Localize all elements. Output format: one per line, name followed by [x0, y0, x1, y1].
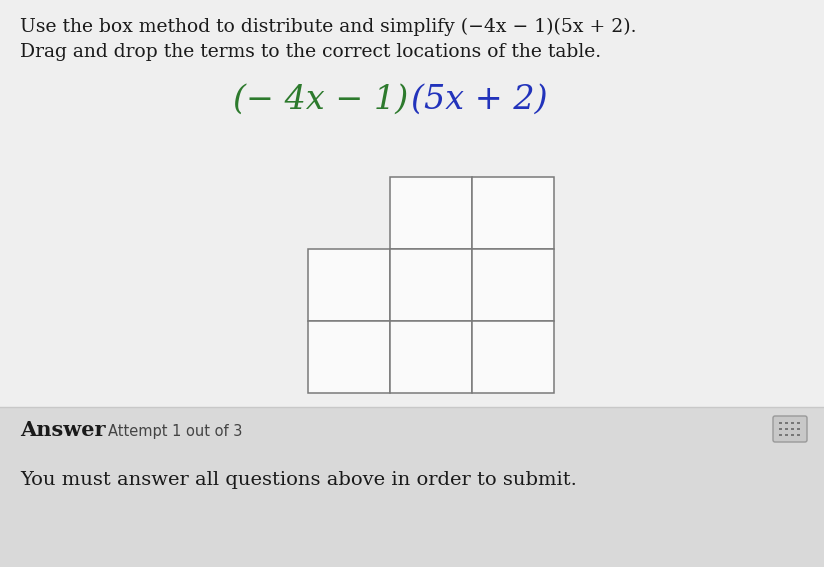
Text: Attempt 1 out of 3: Attempt 1 out of 3	[108, 424, 242, 439]
Bar	[780, 434, 783, 436]
Bar	[792, 422, 794, 424]
Bar	[780, 428, 783, 430]
Bar	[472, 249, 554, 321]
Bar	[798, 434, 800, 436]
Bar	[785, 422, 789, 424]
Bar	[0, 407, 824, 567]
Text: Answer: Answer	[20, 420, 105, 440]
Text: (5x + 2): (5x + 2)	[411, 84, 548, 116]
Bar	[472, 177, 554, 249]
Bar	[308, 249, 390, 321]
Bar	[390, 321, 472, 393]
Bar	[390, 177, 472, 249]
Text: (− 4x − 1): (− 4x − 1)	[232, 84, 408, 116]
Text: Use the box method to distribute and simplify (−4x − 1)(5x + 2).: Use the box method to distribute and sim…	[20, 18, 636, 36]
Bar	[390, 249, 472, 321]
Bar	[792, 428, 794, 430]
Bar	[308, 321, 390, 393]
Text: You must answer all questions above in order to submit.: You must answer all questions above in o…	[20, 471, 577, 489]
Bar	[785, 428, 789, 430]
Bar	[798, 428, 800, 430]
Bar	[798, 422, 800, 424]
Bar	[792, 434, 794, 436]
Bar	[472, 321, 554, 393]
Text: Drag and drop the terms to the correct locations of the table.: Drag and drop the terms to the correct l…	[20, 43, 602, 61]
Bar	[780, 422, 783, 424]
Bar	[785, 434, 789, 436]
FancyBboxPatch shape	[773, 416, 807, 442]
